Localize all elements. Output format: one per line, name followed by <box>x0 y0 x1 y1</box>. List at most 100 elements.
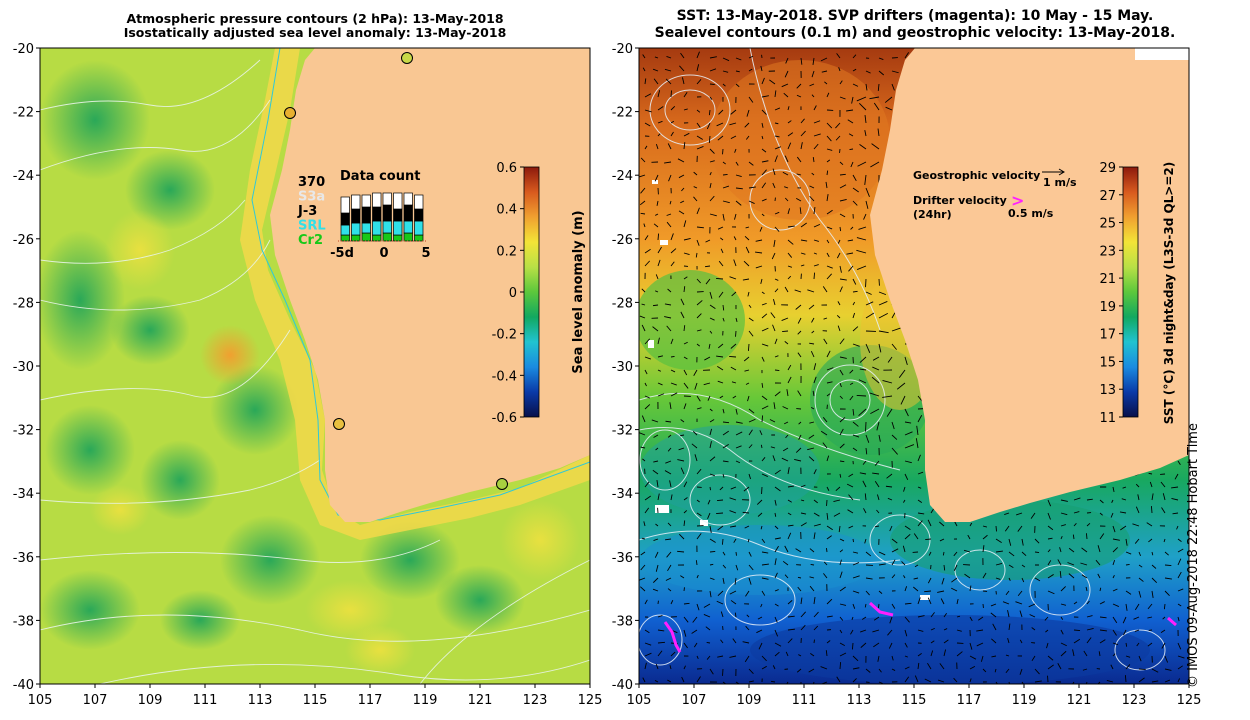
geostrophic-arrow-icon <box>1058 168 1065 176</box>
colorbar-tick-label: 17 <box>1099 328 1116 343</box>
y-tick-label: -34 <box>13 487 34 502</box>
station-marker[interactable] <box>333 418 345 430</box>
colorbar-tick-label: 19 <box>1099 300 1116 315</box>
data-count-bar <box>414 208 424 222</box>
right-title-line2: Sealevel contours (0.1 m) and geostrophi… <box>654 25 1176 41</box>
sea-level-contours <box>639 48 1166 671</box>
y-tick-label: -40 <box>612 678 633 693</box>
sea-level-anomaly-blobs <box>40 60 580 675</box>
y-tick-label: -22 <box>612 106 633 121</box>
x-tick-label: 119 <box>1012 693 1037 708</box>
x-tick-label: 117 <box>358 693 383 708</box>
drifter-arrow-icon: > <box>1011 191 1024 210</box>
data-count-bar <box>414 220 424 236</box>
y-tick-label: -40 <box>13 678 34 693</box>
y-tick-label: -24 <box>13 169 34 184</box>
x-tick-label: 117 <box>957 693 982 708</box>
data-source-label: Cr2 <box>298 233 323 248</box>
data-count-bar <box>361 222 371 234</box>
australia-land <box>270 48 590 522</box>
x-tick-label: 123 <box>1122 693 1147 708</box>
data-count-bar <box>393 208 403 222</box>
data-count-bar <box>414 194 424 210</box>
station-marker[interactable] <box>496 478 508 490</box>
data-count-bar <box>382 192 392 206</box>
drifter-track[interactable] <box>663 621 682 653</box>
left-map <box>40 48 590 684</box>
data-count-bar <box>361 206 371 224</box>
y-tick-label: -36 <box>612 551 633 566</box>
y-tick-label: -36 <box>13 551 34 566</box>
sst-colorbar-ticks: 29 27 25 23 21 19 17 15 13 11 <box>1099 161 1123 426</box>
cloud-gaps <box>648 180 930 600</box>
x-tick-label: 111 <box>193 693 218 708</box>
data-count-bar <box>403 192 413 206</box>
data-count-bar <box>372 234 382 242</box>
colorbar-tick-label: 0 <box>509 286 517 301</box>
y-tick-label: -30 <box>13 360 34 375</box>
geostrophic-velocity-label: Geostrophic velocity <box>913 169 1040 182</box>
x-tick-label: 107 <box>83 693 108 708</box>
data-count-bar <box>403 220 413 234</box>
y-tick-label: -32 <box>612 424 633 439</box>
y-tick-label: -34 <box>612 487 633 502</box>
map-edge-gap <box>1135 48 1189 60</box>
colorbar-tick-label: -0.6 <box>492 411 517 426</box>
colorbar-tick-label: -0.2 <box>492 328 517 343</box>
x-tick-label: 109 <box>138 693 163 708</box>
data-count-bar <box>393 192 403 210</box>
x-tick-label: 123 <box>523 693 548 708</box>
data-count-bar <box>372 206 382 222</box>
geostrophic-velocity-arrows <box>639 51 1185 684</box>
y-tick-label: -20 <box>612 42 633 57</box>
drifter-track[interactable] <box>868 601 894 617</box>
data-count-bar <box>382 232 392 242</box>
colorbar-tick-label: 29 <box>1099 161 1116 176</box>
data-count-tick: 5 <box>421 246 430 261</box>
y-tick-label: -22 <box>13 106 34 121</box>
data-count-bar <box>340 212 350 226</box>
x-tick-label: 125 <box>578 693 603 708</box>
x-tick-label: 121 <box>468 693 493 708</box>
data-count-bar <box>393 234 403 242</box>
geostrophic-scale-label: 1 m/s <box>1043 176 1077 189</box>
data-count-bar <box>414 234 424 242</box>
right-title-line1: SST: 13-May-2018. SVP drifters (magenta)… <box>676 8 1154 24</box>
x-tick-label: 115 <box>303 693 328 708</box>
drifter-velocity-label: Drifter velocity <box>913 194 1007 207</box>
station-marker[interactable] <box>284 107 296 119</box>
drifter-track[interactable] <box>1167 616 1177 627</box>
coastline-contour <box>251 48 590 521</box>
y-tick-label: -24 <box>612 169 633 184</box>
colorbar-tick-label: 0.2 <box>496 244 517 259</box>
colorbar-tick-label: 25 <box>1099 217 1116 232</box>
colorbar-tick-label: 13 <box>1099 383 1116 398</box>
data-count-bar <box>382 204 392 222</box>
x-tick-label: 109 <box>737 693 762 708</box>
x-tick-label: 113 <box>847 693 872 708</box>
imos-credit: © IMOS 09-Aug-2018 22:48 Hobart Time <box>1186 423 1201 688</box>
sea-level-colorbar-label: Sea level anomaly (m) <box>571 210 586 373</box>
y-tick-label: -38 <box>612 614 633 629</box>
y-tick-label: -20 <box>13 42 34 57</box>
sea-level-colorbar-ticks: 0.6 0.4 0.2 0 -0.2 -0.4 -0.6 <box>492 161 524 426</box>
data-count-tick: -5d <box>330 246 354 261</box>
data-count-bar <box>382 220 392 234</box>
colorbar-tick-label: 27 <box>1099 189 1116 204</box>
data-count-bar <box>372 220 382 236</box>
y-tick-label: -32 <box>13 424 34 439</box>
left-title-line1: Atmospheric pressure contours (2 hPa): 1… <box>126 11 504 26</box>
coastal-sea-level-band <box>240 48 590 540</box>
data-count-bar <box>340 196 350 214</box>
station-marker[interactable] <box>401 52 413 64</box>
y-tick-label: -26 <box>13 233 34 248</box>
data-count-bar <box>361 232 371 242</box>
y-tick-label: -28 <box>612 296 633 311</box>
data-count-bar <box>340 224 350 236</box>
x-tick-label: 111 <box>792 693 817 708</box>
drifter-velocity-sublabel: (24hr) <box>913 208 952 221</box>
data-count-bar <box>351 208 361 224</box>
colorbar-tick-label: 15 <box>1099 355 1116 370</box>
